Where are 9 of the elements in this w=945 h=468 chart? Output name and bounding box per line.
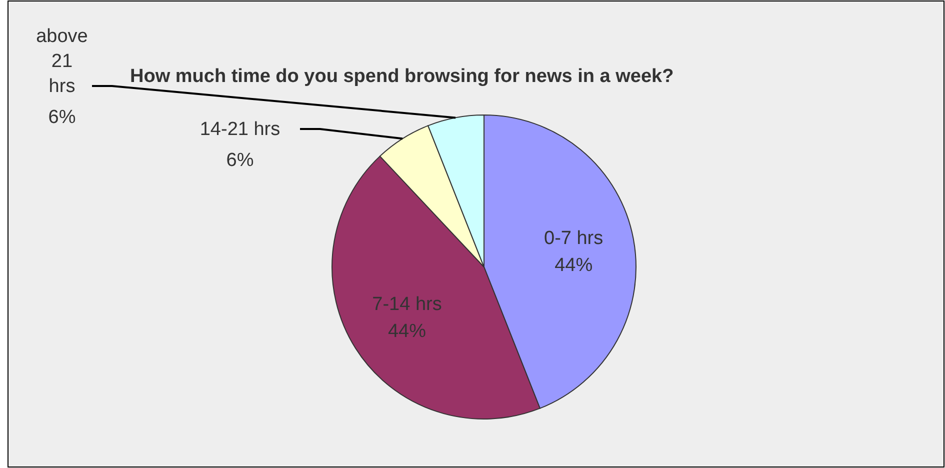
data-label: 6% [226,150,254,171]
slice-label: 14-21 hrs [200,119,280,140]
slice-label: 0-7 hrs [544,228,604,249]
slice-label: above 21 hrs [36,26,88,97]
text: How much time do you spend browsing for news in a week? [130,66,674,87]
slice-label: 7-14 hrs [372,294,442,315]
data-label: 6% [48,107,76,128]
data-label: 44% [554,254,593,276]
data-label: 44% [388,320,426,342]
